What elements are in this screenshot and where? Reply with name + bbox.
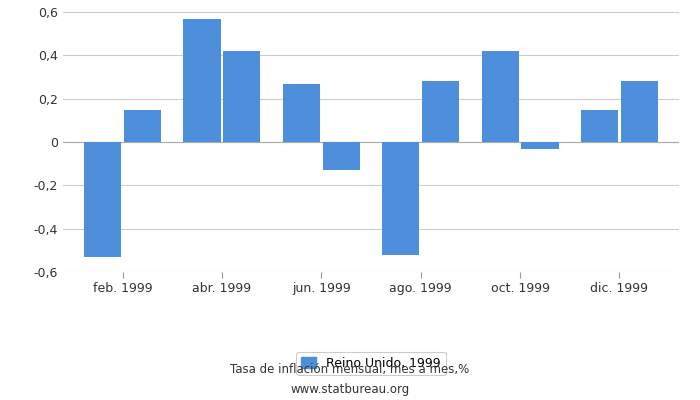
Bar <box>382 142 419 255</box>
Bar <box>223 51 260 142</box>
Bar <box>522 142 559 148</box>
Bar <box>283 84 320 142</box>
Text: www.statbureau.org: www.statbureau.org <box>290 383 410 396</box>
Bar <box>84 142 121 257</box>
Bar <box>124 110 161 142</box>
Bar <box>482 51 519 142</box>
Bar <box>323 142 360 170</box>
Bar <box>183 18 220 142</box>
Text: Tasa de inflación mensual, mes a mes,%: Tasa de inflación mensual, mes a mes,% <box>230 363 470 376</box>
Legend: Reino Unido, 1999: Reino Unido, 1999 <box>296 352 446 375</box>
Bar <box>422 81 459 142</box>
Bar <box>621 81 658 142</box>
Bar <box>581 110 618 142</box>
